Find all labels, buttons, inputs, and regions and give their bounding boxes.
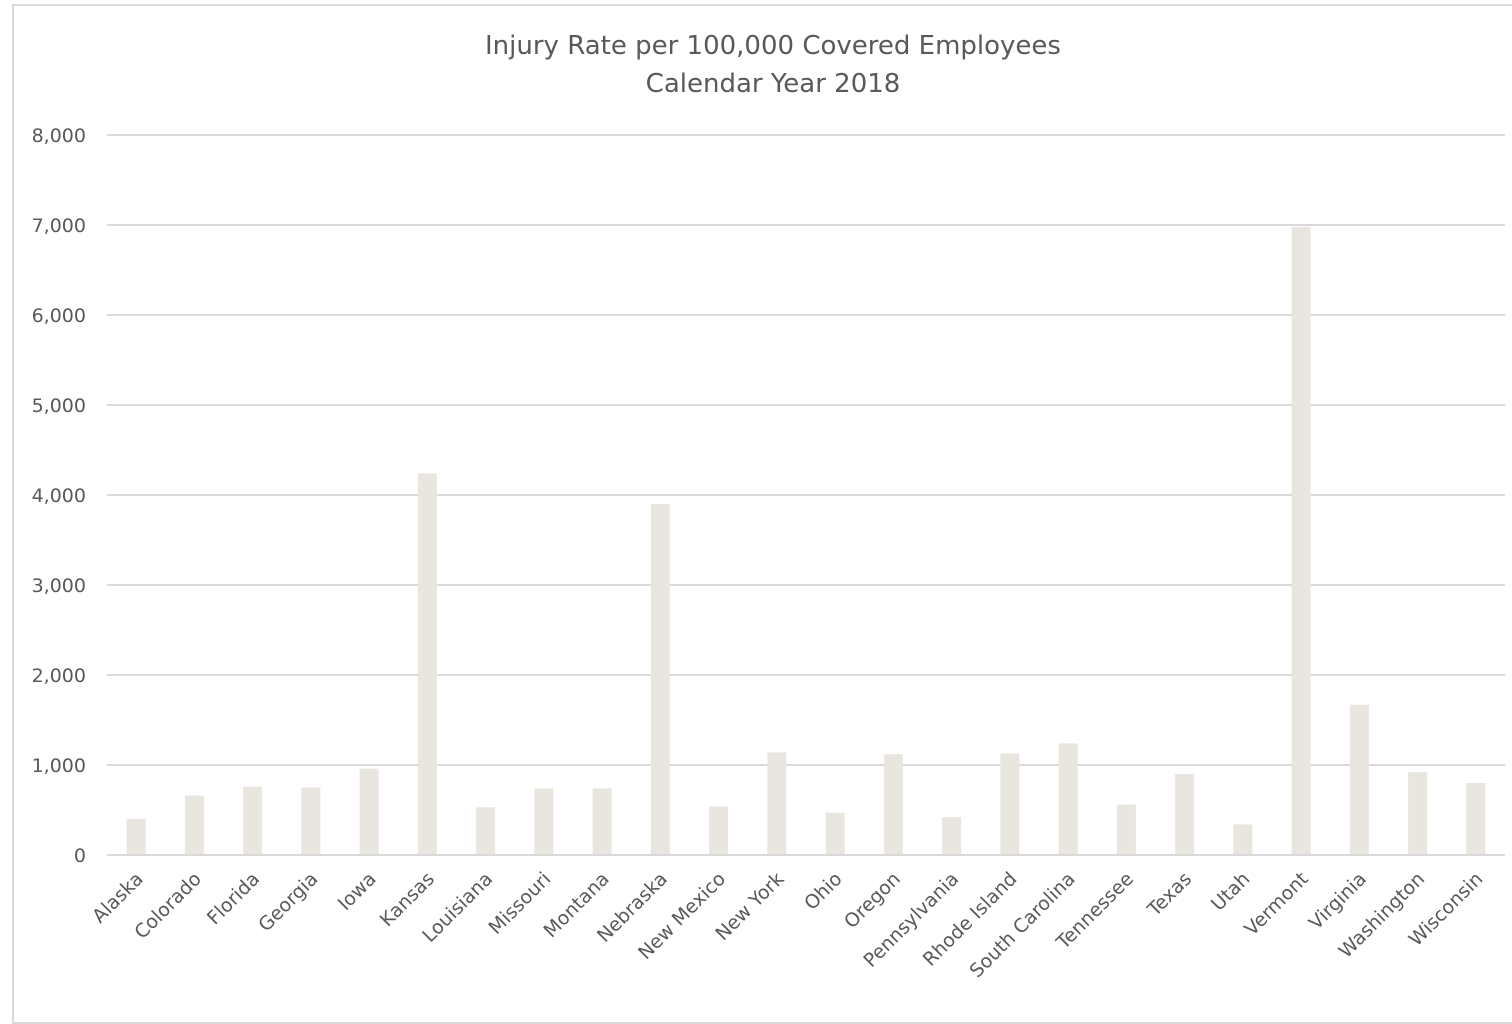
bar-utah <box>1233 824 1253 855</box>
y-tick-label: 8,000 <box>32 125 86 147</box>
bar-new-york <box>767 752 787 855</box>
y-tick-label: 4,000 <box>32 485 86 507</box>
bar-iowa <box>359 768 379 855</box>
x-tick-label: Iowa <box>334 868 381 915</box>
bar-oregon <box>883 754 903 855</box>
x-tick-label: Georgia <box>254 868 322 936</box>
bar-vermont <box>1291 226 1311 856</box>
y-tick-label: 0 <box>74 845 86 867</box>
bars <box>126 226 1486 856</box>
x-tick-label: Ohio <box>800 868 847 915</box>
bar-pennsylvania <box>942 817 962 855</box>
bar-florida <box>243 786 263 855</box>
chart-title: Injury Rate per 100,000 Covered Employee… <box>485 31 1061 61</box>
bar-wisconsin <box>1466 783 1486 855</box>
bar-rhode-island <box>1000 753 1020 855</box>
bar-nebraska <box>650 504 670 855</box>
x-tick-label: Texas <box>1143 868 1196 921</box>
bar-alaska <box>126 819 146 855</box>
x-tick-label: Vermont <box>1240 868 1312 940</box>
chart-subtitle: Calendar Year 2018 <box>645 69 901 99</box>
x-tick-label: Utah <box>1207 868 1254 915</box>
bar-montana <box>592 788 612 855</box>
bar-ohio <box>825 812 845 855</box>
bar-georgia <box>301 787 321 855</box>
y-tick-label: 5,000 <box>32 395 86 417</box>
y-tick-label: 1,000 <box>32 755 86 777</box>
bar-colorado <box>184 795 204 855</box>
y-axis-labels: 0 1,000 2,000 3,000 4,000 5,000 6,000 7,000 8,00… <box>32 125 86 867</box>
bar-louisiana <box>476 807 496 855</box>
bar-south-carolina <box>1058 743 1078 855</box>
bar-tennessee <box>1116 804 1136 855</box>
y-tick-label: 7,000 <box>32 215 86 237</box>
bar-kansas <box>417 473 437 855</box>
y-tick-label: 2,000 <box>32 665 86 687</box>
bar-texas <box>1175 774 1195 855</box>
bar-new-mexico <box>709 806 729 855</box>
bar-missouri <box>534 788 554 855</box>
y-tick-label: 3,000 <box>32 575 86 597</box>
bar-virginia <box>1349 704 1369 855</box>
bar-washington <box>1408 772 1428 855</box>
y-tick-label: 6,000 <box>32 305 86 327</box>
x-tick-label: South Carolina <box>966 868 1080 982</box>
